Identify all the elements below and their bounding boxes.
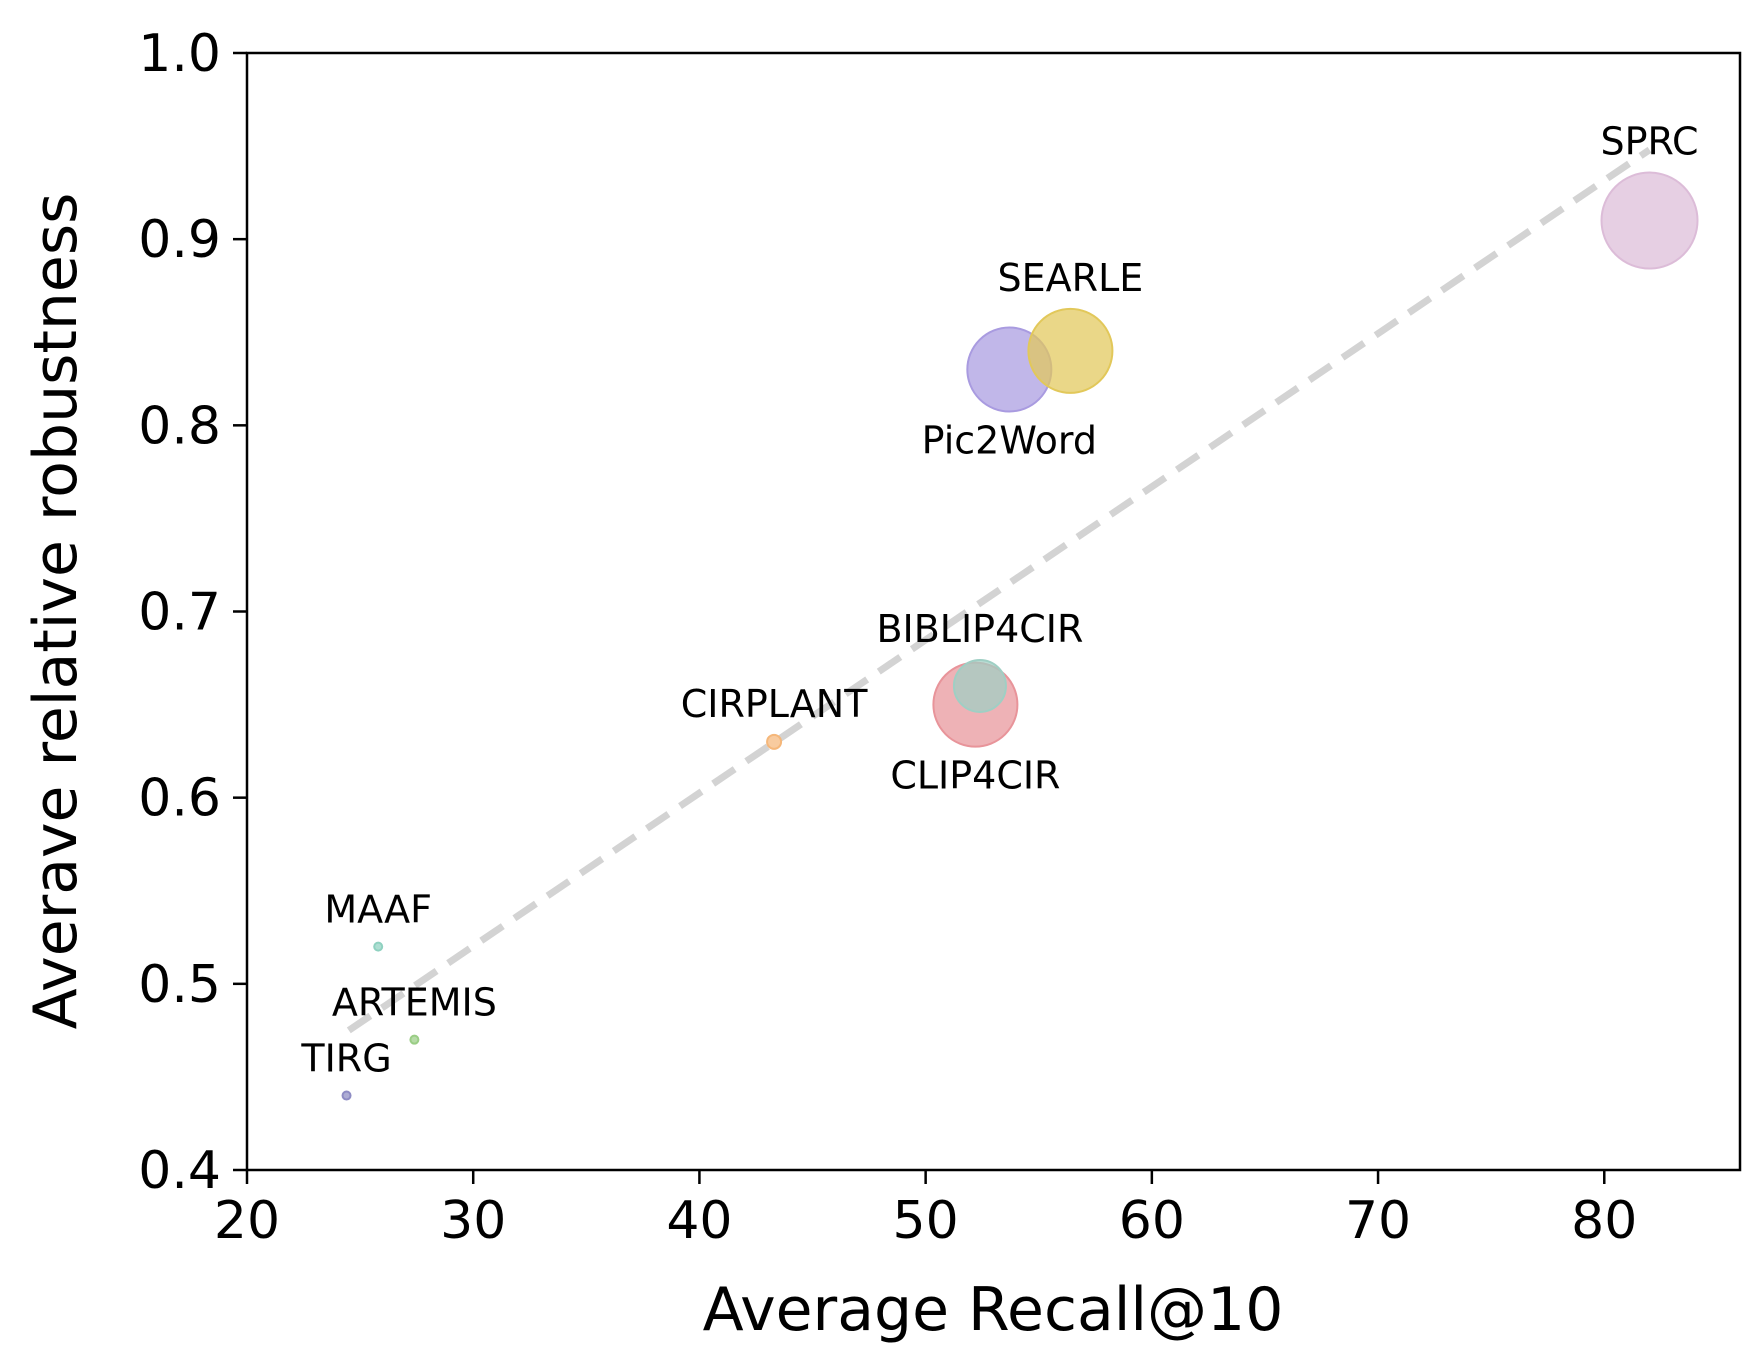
x-tick-label: 30	[440, 1191, 506, 1251]
y-tick-label: 0.8	[138, 396, 221, 456]
x-tick-label: 70	[1345, 1191, 1411, 1251]
y-tick-label: 0.7	[138, 583, 221, 643]
x-axis-label: Average Recall@10	[703, 1275, 1284, 1345]
data-point-biblip4cir	[952, 658, 1007, 713]
data-point-searle	[1027, 307, 1114, 394]
data-point-maaf	[373, 941, 384, 952]
data-point-artemis	[409, 1034, 420, 1045]
x-tick-label: 40	[666, 1191, 732, 1251]
point-label-searle: SEARLE	[998, 256, 1144, 300]
y-axis: 0.4 0.5 0.6 0.7 0.8 0.9 1.0	[138, 24, 247, 1201]
x-axis: 20 30 40 50 60 70 80	[214, 1170, 1637, 1251]
point-label-tirg: TIRG	[300, 1037, 391, 1081]
plot-area: TIRG MAAF ARTEMIS CIRPLANT CLIP4CIR BIBLIP4CI…	[300, 120, 1699, 1101]
point-label-clip4cir: CLIP4CIR	[890, 754, 1060, 798]
y-tick-label: 0.9	[138, 210, 221, 270]
y-tick-label: 0.4	[138, 1141, 221, 1201]
x-tick-label: 80	[1571, 1191, 1637, 1251]
point-label-artemis: ARTEMIS	[332, 981, 497, 1025]
point-label-cirplant: CIRPLANT	[681, 682, 869, 726]
data-point-sprc	[1600, 171, 1699, 270]
point-label-sprc: SPRC	[1600, 120, 1698, 164]
data-point-tirg	[341, 1090, 352, 1101]
y-tick-label: 0.5	[138, 955, 221, 1015]
y-tick-label: 1.0	[138, 24, 221, 84]
point-label-maaf: MAAF	[324, 888, 432, 932]
x-tick-label: 60	[1119, 1191, 1185, 1251]
point-label-biblip4cir: BIBLIP4CIR	[876, 607, 1083, 651]
x-tick-label: 50	[893, 1191, 959, 1251]
trend-line	[346, 146, 1652, 1034]
x-tick-label: 20	[214, 1191, 280, 1251]
y-axis-label: Averave relative robustness	[21, 193, 91, 1030]
y-tick-label: 0.6	[138, 769, 221, 829]
data-point-cirplant	[766, 733, 783, 750]
point-label-pic2word: Pic2Word	[922, 418, 1097, 462]
